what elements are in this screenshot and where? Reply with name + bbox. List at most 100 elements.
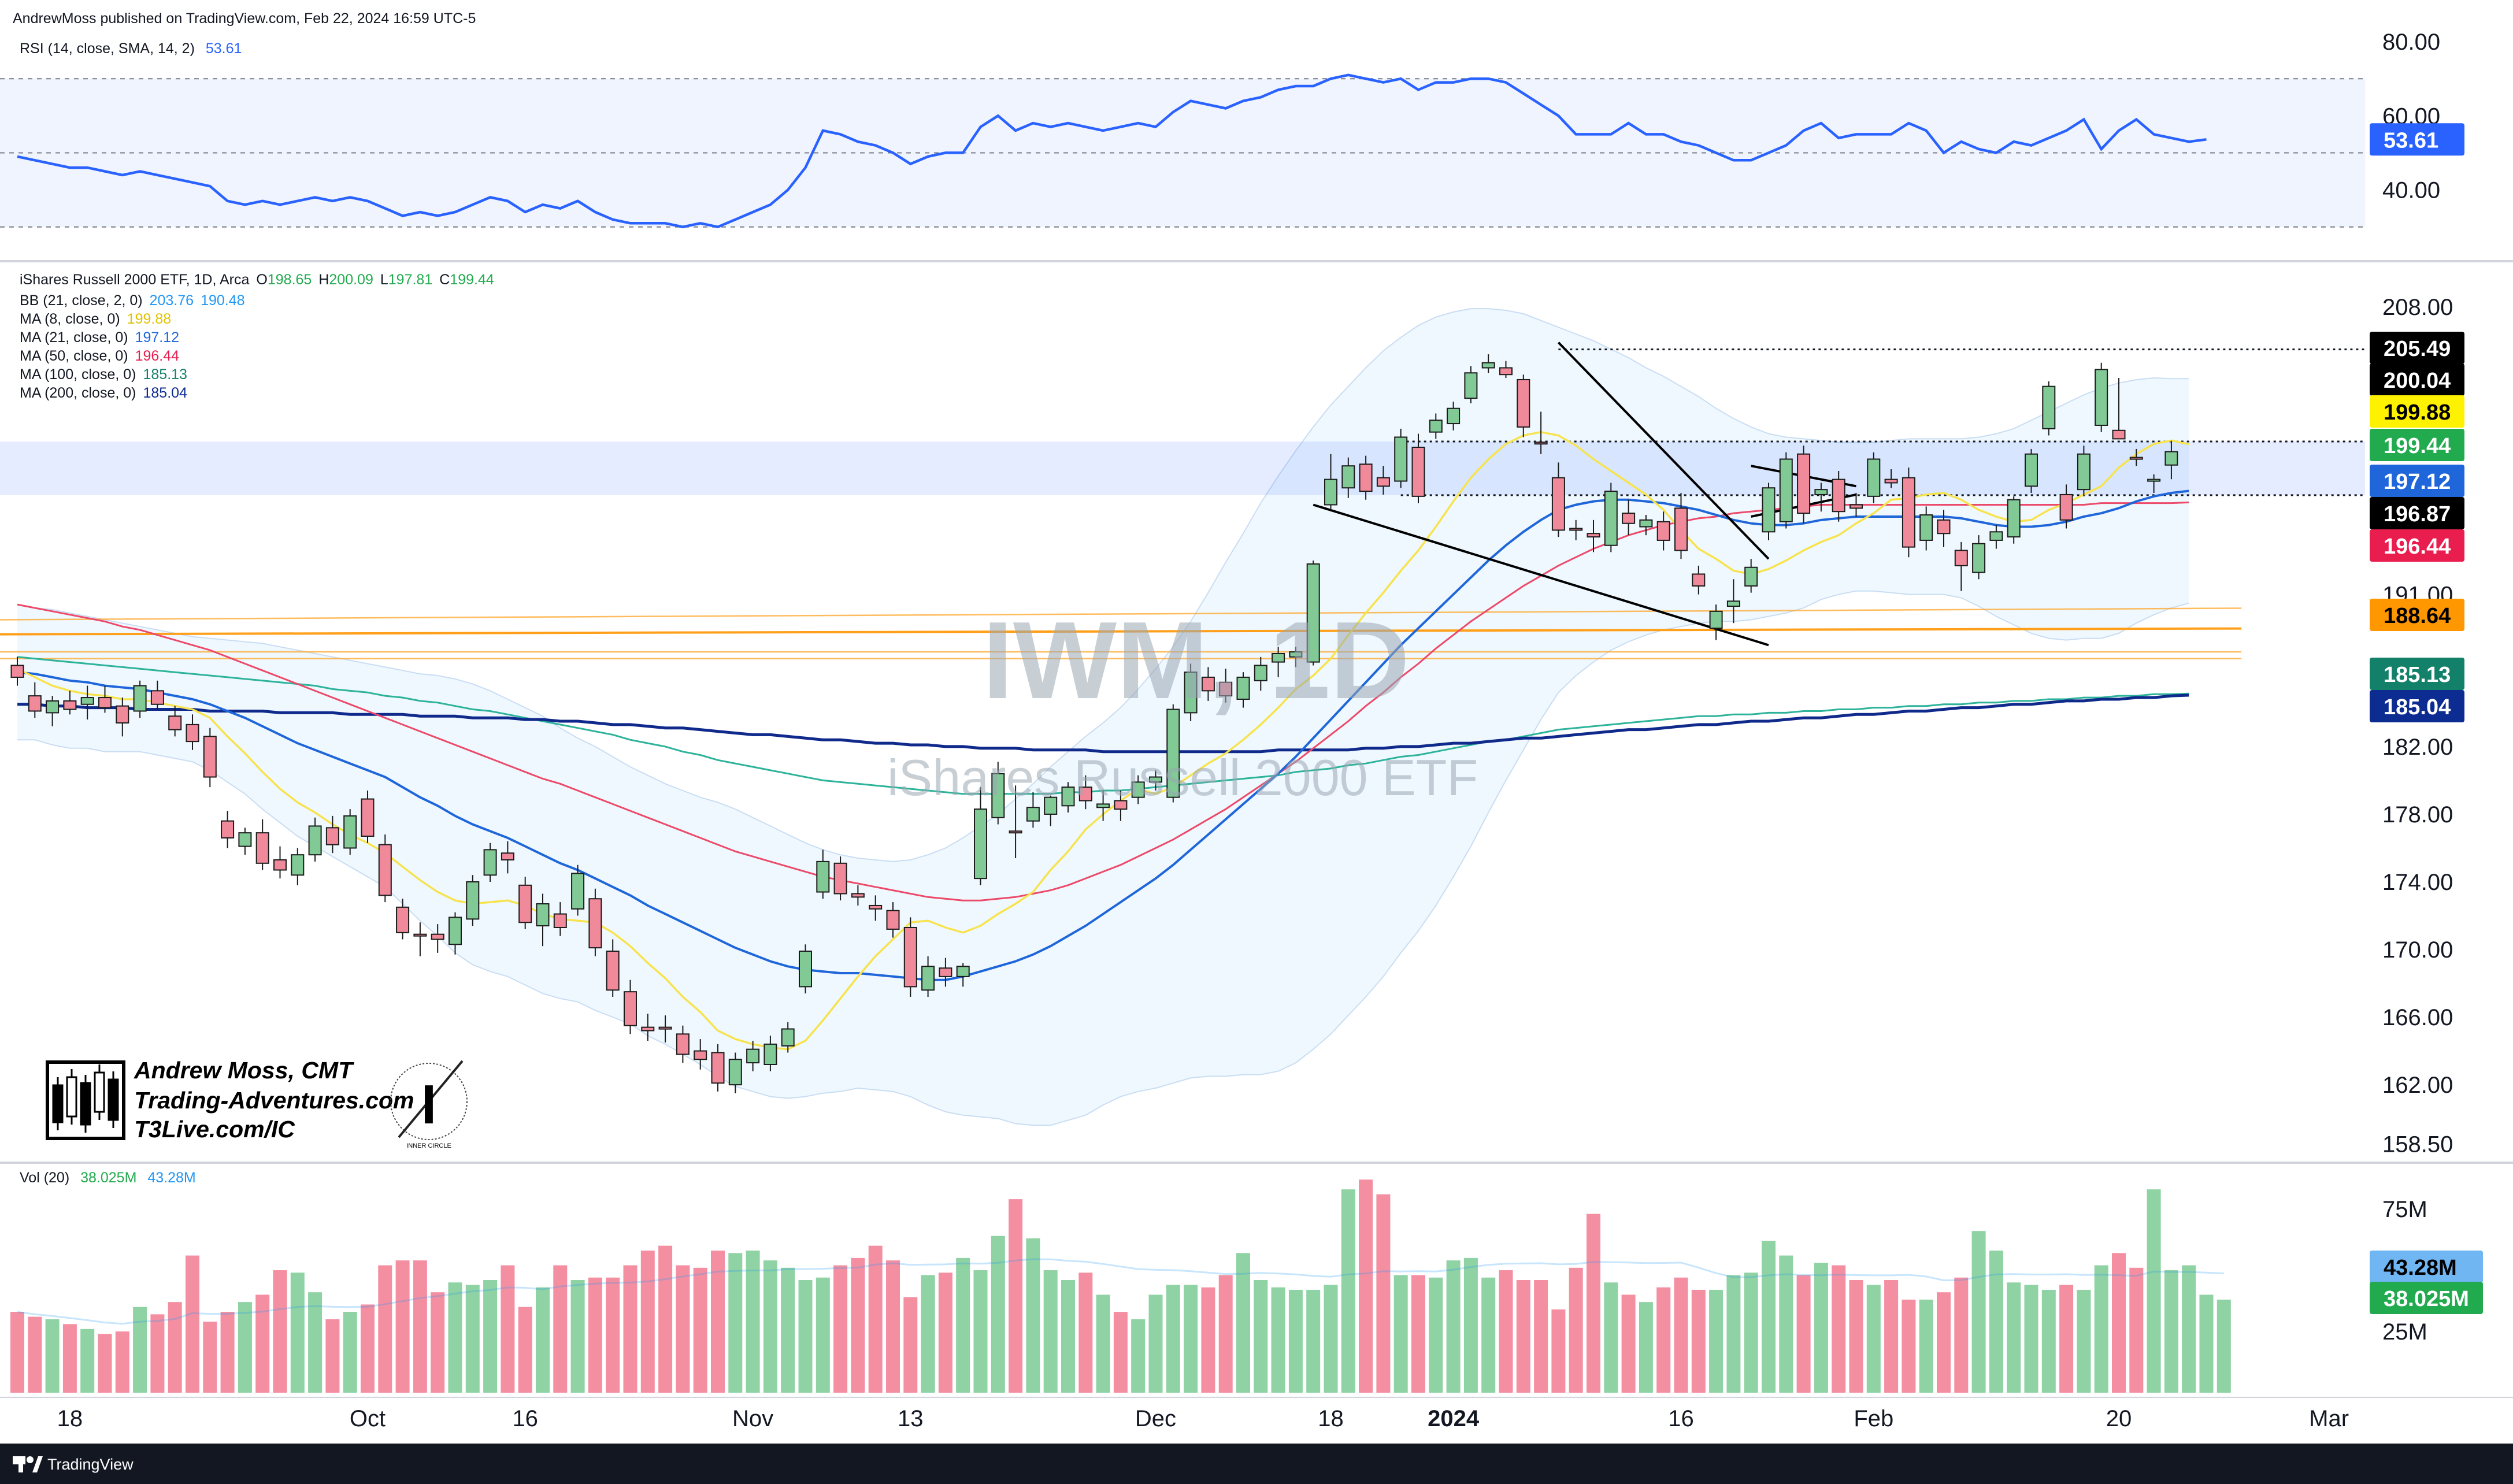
volume-bar	[2199, 1294, 2214, 1393]
indicator-value: 196.44	[135, 348, 180, 364]
candle-body-down	[186, 724, 199, 743]
volume-bar	[1937, 1292, 1951, 1393]
candle-body-up	[1867, 458, 1881, 497]
candle	[203, 728, 217, 788]
price-axis-tick: 158.50	[2382, 1132, 2453, 1157]
candle-body-up	[1289, 651, 1303, 658]
candle	[28, 682, 42, 718]
volume-bar	[1832, 1265, 1846, 1393]
volume-bar	[45, 1319, 60, 1393]
volume-bar	[2059, 1285, 2074, 1393]
time-axis-label: Oct	[350, 1406, 386, 1431]
volume-pane[interactable]	[10, 1179, 2231, 1393]
volume-bar	[2041, 1289, 2056, 1393]
rsi-legend-value: 53.61	[206, 40, 242, 57]
candle	[1762, 483, 1776, 540]
volume-bar	[1288, 1289, 1303, 1393]
candle-body-down	[10, 665, 24, 678]
candle	[869, 895, 883, 921]
volume-badge: 43.28M	[2370, 1251, 2483, 1283]
volume-bar	[1218, 1275, 1233, 1393]
candle-body-up	[1639, 519, 1653, 528]
volume-bar	[1971, 1231, 1986, 1393]
volume-bar	[378, 1265, 392, 1393]
rsi-axis-tick: 80.00	[2382, 29, 2440, 55]
candle-body-down	[553, 913, 567, 928]
volume-bar	[536, 1287, 550, 1393]
candle	[658, 1015, 672, 1042]
candle-body-down	[168, 715, 182, 730]
price-badge-bg	[2370, 690, 2464, 722]
volume-bar	[1534, 1280, 1548, 1393]
legend-symbol: iShares Russell 2000 ETF, 1D, Arca	[20, 272, 249, 288]
rsi-pane[interactable]	[0, 73, 2365, 229]
volume-axis-tick: 75M	[2382, 1197, 2427, 1222]
volume-bar	[868, 1245, 883, 1393]
candle-body-down	[2129, 457, 2143, 460]
candle-body-down	[1534, 442, 1548, 445]
candle	[1166, 704, 1180, 803]
volume-bar	[1254, 1280, 1268, 1393]
candle-body-up	[1481, 362, 1495, 369]
volume-bar	[1656, 1287, 1671, 1393]
candle	[2112, 378, 2126, 440]
candle-body-up	[466, 881, 480, 920]
rsi-legend: RSI (14, close, SMA, 14, 2) 53.61	[20, 40, 242, 57]
candle-body-down	[518, 884, 532, 923]
rsi-axis-tick: 40.00	[2382, 178, 2440, 203]
volume-bar	[1026, 1238, 1040, 1393]
candle-body-up	[46, 700, 60, 714]
volume-bar	[1954, 1277, 1969, 1393]
logo-body	[66, 1076, 77, 1118]
volume-bar	[238, 1302, 252, 1393]
volume-bar	[2007, 1282, 2021, 1393]
candle-body-down	[1201, 676, 1215, 692]
candle-body-up	[956, 966, 970, 977]
candle-body-down	[658, 1026, 672, 1030]
falling-wedge-upper-line	[1557, 342, 1770, 560]
volume-bar	[1569, 1267, 1583, 1393]
price-badge: 188.64	[2370, 599, 2464, 631]
candle	[1902, 468, 1915, 558]
volume-bar	[1096, 1294, 1110, 1393]
time-axis[interactable]: 18 Oct 16 Nov 13 Dec 18 2024 16 Feb 20 Mar	[57, 1406, 2349, 1431]
candle	[1481, 354, 1495, 373]
price-badge: 199.44	[2370, 429, 2464, 461]
candle	[1849, 493, 1863, 517]
candle-body-up	[2095, 369, 2108, 426]
indicator-legend: MA (200, close, 0) 185.04	[20, 385, 187, 401]
candle	[501, 841, 514, 874]
candle	[1411, 433, 1425, 503]
candle	[1534, 411, 1548, 454]
price-pane[interactable]	[0, 308, 2365, 1126]
volume-bar	[1779, 1255, 1793, 1393]
volume-bar	[1271, 1287, 1285, 1393]
candle	[799, 944, 812, 994]
volume-bar	[1113, 1312, 1128, 1393]
candle-body-up	[2007, 499, 2021, 538]
candle	[694, 1039, 707, 1070]
volume-bar	[728, 1253, 743, 1393]
price-badge-bg	[2370, 658, 2464, 690]
ma50-line	[17, 501, 2189, 901]
candle	[1919, 506, 1933, 551]
candle-body-down	[1587, 533, 1600, 538]
volume-bar	[1516, 1280, 1530, 1393]
volume-bar	[886, 1260, 900, 1393]
candle-body-down	[2112, 429, 2126, 440]
price-badge: 199.88	[2370, 395, 2464, 428]
price-axis-tick: 182.00	[2382, 734, 2453, 760]
candle	[2129, 448, 2143, 466]
volume-bar	[1393, 1275, 1408, 1393]
volume-bar	[781, 1267, 795, 1393]
volume-bar	[1551, 1309, 1566, 1393]
indicator-legend: BB (21, close, 2, 0) 203.76 190.48	[20, 292, 245, 309]
price-badge-text: 185.13	[2384, 663, 2451, 687]
rsi-badge-bg	[2370, 123, 2464, 156]
candle	[974, 787, 987, 885]
candle-body-down	[694, 1050, 707, 1060]
price-axis-tick: 174.00	[2382, 870, 2453, 895]
candle-body-up	[1236, 676, 1250, 700]
